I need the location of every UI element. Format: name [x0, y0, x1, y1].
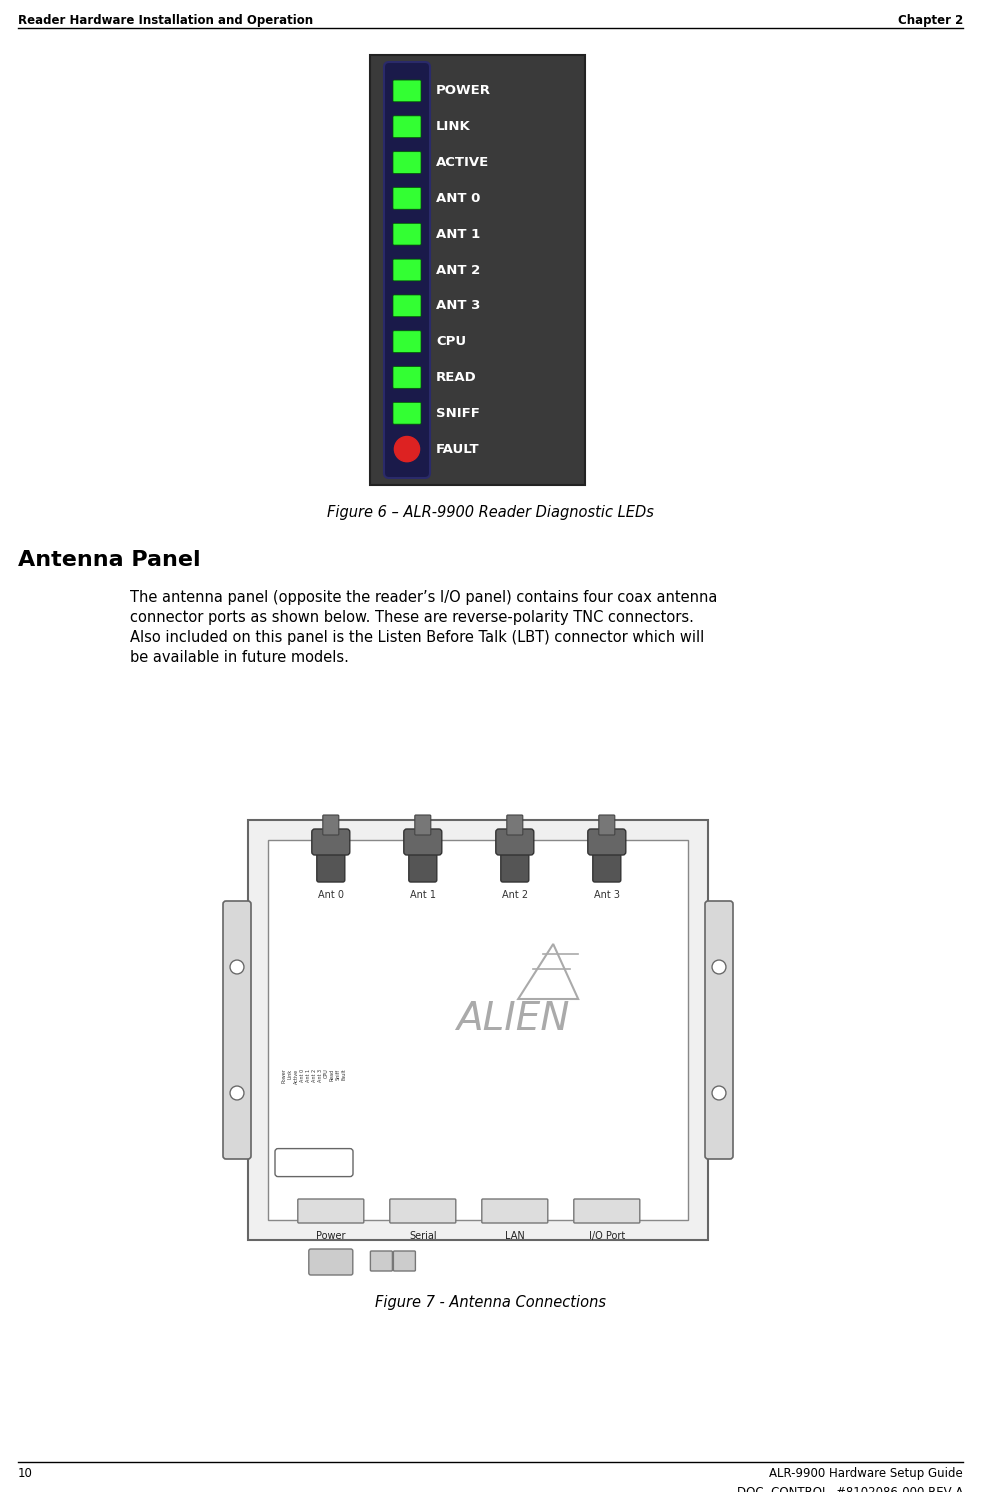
Circle shape: [712, 959, 726, 974]
FancyBboxPatch shape: [393, 295, 421, 316]
FancyBboxPatch shape: [371, 1250, 392, 1271]
Text: Chapter 2: Chapter 2: [898, 13, 963, 27]
FancyBboxPatch shape: [309, 1249, 353, 1276]
Text: Serial: Serial: [409, 1231, 437, 1241]
Circle shape: [230, 1086, 244, 1100]
Text: Figure 7 - Antenna Connections: Figure 7 - Antenna Connections: [375, 1295, 606, 1310]
FancyBboxPatch shape: [393, 116, 421, 137]
Text: Fault: Fault: [342, 1068, 347, 1080]
Text: Also included on this panel is the Listen Before Talk (LBT) connector which will: Also included on this panel is the Liste…: [130, 630, 704, 645]
Circle shape: [394, 437, 420, 461]
FancyBboxPatch shape: [588, 830, 626, 855]
FancyBboxPatch shape: [384, 63, 430, 477]
Circle shape: [230, 959, 244, 974]
Text: Power: Power: [316, 1231, 345, 1241]
Text: Ant 2: Ant 2: [312, 1068, 317, 1082]
Text: 10: 10: [18, 1467, 33, 1480]
Text: Read: Read: [330, 1068, 335, 1080]
Text: Figure 6 – ALR-9900 Reader Diagnostic LEDs: Figure 6 – ALR-9900 Reader Diagnostic LE…: [327, 504, 654, 521]
Text: LINK: LINK: [436, 121, 471, 133]
FancyBboxPatch shape: [495, 830, 534, 855]
FancyBboxPatch shape: [275, 1149, 353, 1177]
FancyBboxPatch shape: [409, 836, 437, 882]
Text: Active: Active: [294, 1068, 299, 1083]
FancyBboxPatch shape: [317, 836, 344, 882]
Text: ACTIVE: ACTIVE: [436, 157, 490, 169]
Text: LAN: LAN: [505, 1231, 525, 1241]
Bar: [268, 840, 688, 1220]
FancyBboxPatch shape: [415, 815, 431, 836]
Text: The antenna panel (opposite the reader’s I/O panel) contains four coax antenna: The antenna panel (opposite the reader’s…: [130, 589, 717, 604]
FancyBboxPatch shape: [312, 830, 350, 855]
Text: Ant 1: Ant 1: [410, 891, 436, 900]
FancyBboxPatch shape: [393, 152, 421, 173]
Text: FAULT: FAULT: [436, 443, 480, 455]
FancyBboxPatch shape: [507, 815, 523, 836]
FancyBboxPatch shape: [705, 901, 733, 1159]
FancyBboxPatch shape: [223, 901, 251, 1159]
Circle shape: [712, 1086, 726, 1100]
Text: Antenna Panel: Antenna Panel: [18, 551, 201, 570]
FancyBboxPatch shape: [593, 836, 621, 882]
FancyBboxPatch shape: [393, 367, 421, 388]
FancyBboxPatch shape: [393, 224, 421, 245]
FancyBboxPatch shape: [393, 188, 421, 209]
Text: ANT 2: ANT 2: [436, 264, 481, 276]
FancyBboxPatch shape: [393, 260, 421, 280]
Text: Ant 2: Ant 2: [501, 891, 528, 900]
Text: READ: READ: [436, 372, 477, 383]
Text: Ant 0: Ant 0: [300, 1068, 305, 1082]
FancyBboxPatch shape: [500, 836, 529, 882]
Text: SNIFF: SNIFF: [436, 407, 480, 419]
Text: Ant 3: Ant 3: [318, 1068, 323, 1082]
Text: Ant 1: Ant 1: [306, 1068, 311, 1082]
FancyBboxPatch shape: [598, 815, 615, 836]
FancyBboxPatch shape: [393, 1250, 415, 1271]
FancyBboxPatch shape: [482, 1200, 547, 1223]
FancyBboxPatch shape: [393, 331, 421, 352]
Text: be available in future models.: be available in future models.: [130, 651, 349, 665]
Text: CPU: CPU: [324, 1068, 329, 1079]
Text: Link: Link: [288, 1068, 293, 1079]
FancyBboxPatch shape: [370, 55, 585, 485]
Text: ANT 3: ANT 3: [436, 300, 481, 312]
FancyBboxPatch shape: [393, 81, 421, 101]
FancyBboxPatch shape: [393, 403, 421, 424]
Text: ANT 1: ANT 1: [436, 228, 481, 240]
FancyBboxPatch shape: [574, 1200, 640, 1223]
Text: I/O Port: I/O Port: [589, 1231, 625, 1241]
Text: Reader Hardware Installation and Operation: Reader Hardware Installation and Operati…: [18, 13, 313, 27]
Text: POWER: POWER: [436, 85, 491, 97]
Bar: [248, 821, 708, 1240]
Text: ALR-9900 Hardware Setup Guide
DOC. CONTROL  #8102086-000 REV A: ALR-9900 Hardware Setup Guide DOC. CONTR…: [737, 1467, 963, 1492]
FancyBboxPatch shape: [323, 815, 338, 836]
FancyBboxPatch shape: [298, 1200, 364, 1223]
Text: Ant 0: Ant 0: [318, 891, 343, 900]
Text: connector ports as shown below. These are reverse-polarity TNC connectors.: connector ports as shown below. These ar…: [130, 610, 694, 625]
Text: ANT 0: ANT 0: [436, 192, 481, 204]
Text: Ant 3: Ant 3: [594, 891, 620, 900]
FancyBboxPatch shape: [389, 1200, 456, 1223]
FancyBboxPatch shape: [404, 830, 441, 855]
Text: Power: Power: [282, 1068, 287, 1083]
Text: Sniff: Sniff: [336, 1068, 341, 1080]
Text: CPU: CPU: [436, 336, 466, 348]
Text: ALIEN: ALIEN: [456, 1000, 570, 1038]
